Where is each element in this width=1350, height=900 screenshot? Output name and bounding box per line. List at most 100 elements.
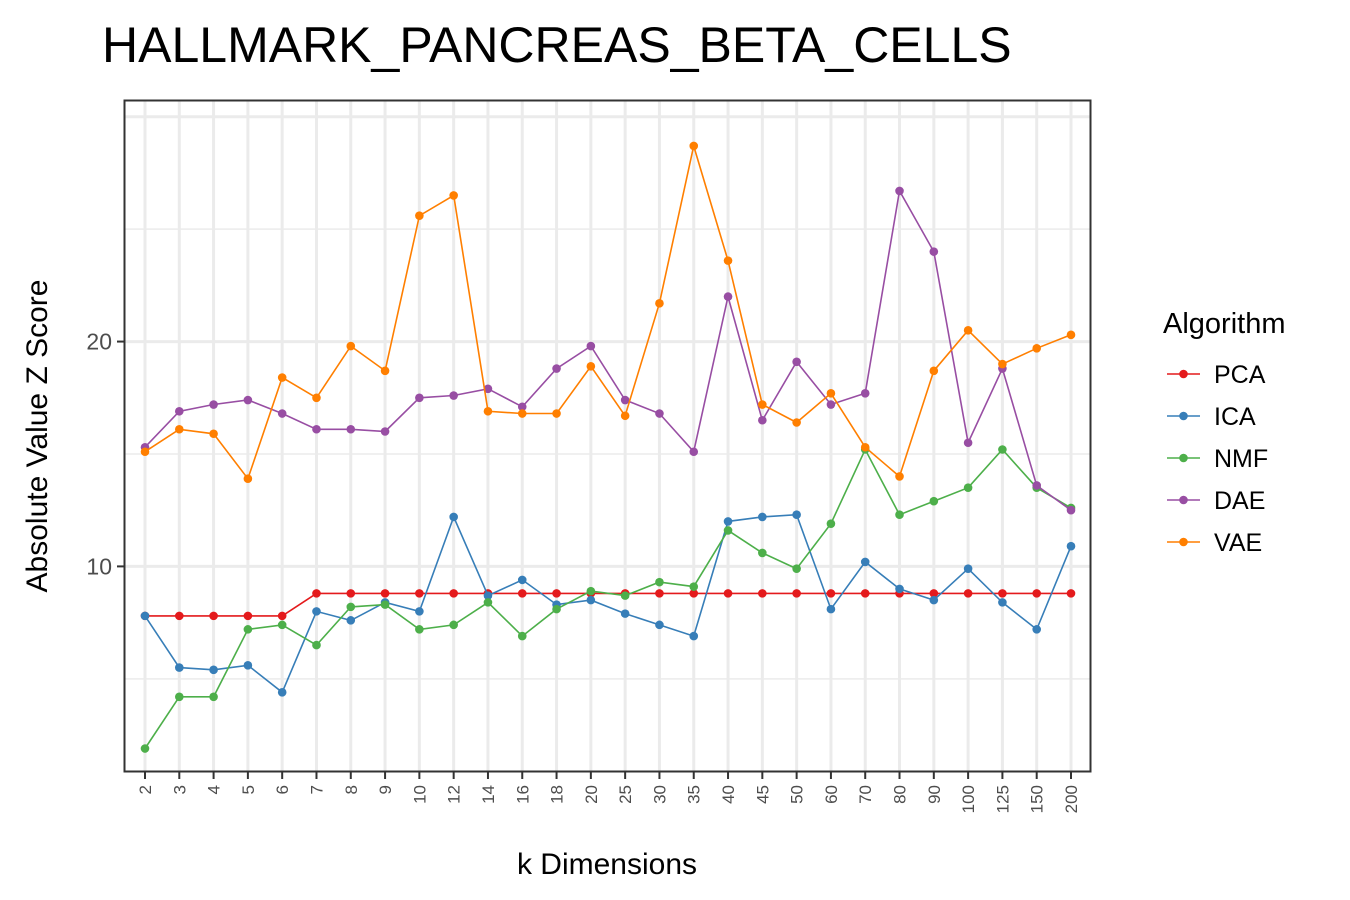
legend-label-ica: ICA xyxy=(1214,403,1256,431)
y-axis-title: Absolute Value Z Score xyxy=(21,280,54,593)
data-point-dae xyxy=(689,447,699,457)
y-tick-label: 20 xyxy=(86,329,112,355)
data-point-ica xyxy=(723,517,733,526)
grid-lines xyxy=(125,101,1090,771)
data-point-ica xyxy=(312,607,321,616)
data-point-dae xyxy=(860,388,870,398)
legend-key-point-dae xyxy=(1179,495,1188,505)
legend-title: Algorithm xyxy=(1163,308,1286,340)
data-point-pca xyxy=(998,589,1007,598)
data-point-nmf xyxy=(998,445,1007,454)
legend-item-vae: VAE xyxy=(1167,529,1262,557)
data-point-ica xyxy=(895,584,904,594)
x-tick-label: 20 xyxy=(582,785,601,804)
chart-title: HALLMARK_PANCREAS_BETA_CELLS xyxy=(102,17,1012,73)
legend-item-dae: DAE xyxy=(1167,487,1265,515)
series-line-dae xyxy=(144,188,1072,511)
data-point-dae xyxy=(723,292,733,301)
data-point-vae xyxy=(689,141,699,151)
data-point-ica xyxy=(826,604,836,614)
data-point-nmf xyxy=(929,496,939,506)
data-point-ica xyxy=(929,595,939,605)
data-point-dae xyxy=(895,186,904,196)
data-point-dae xyxy=(792,357,801,367)
data-point-vae xyxy=(483,406,493,416)
data-point-pca xyxy=(277,611,287,621)
data-point-pca xyxy=(243,611,253,621)
data-point-pca xyxy=(655,589,664,598)
x-tick-label: 8 xyxy=(342,785,361,794)
data-point-vae xyxy=(895,472,904,481)
legend-item-pca: PCA xyxy=(1167,361,1266,389)
data-point-nmf xyxy=(723,526,733,535)
data-point-nmf xyxy=(826,519,836,528)
data-point-vae xyxy=(209,429,218,439)
data-point-dae xyxy=(277,409,287,418)
data-point-vae xyxy=(1032,344,1042,353)
series-group xyxy=(140,141,1076,753)
legend-item-ica: ICA xyxy=(1167,403,1256,431)
legend-label-pca: PCA xyxy=(1214,361,1266,389)
data-point-dae xyxy=(655,409,664,418)
data-point-vae xyxy=(243,474,253,484)
data-point-pca xyxy=(174,611,184,621)
legend-key-point-pca xyxy=(1179,369,1188,379)
x-tick-label: 30 xyxy=(650,785,669,804)
x-tick-label: 90 xyxy=(925,785,944,804)
x-tick-label: 7 xyxy=(307,785,326,794)
data-point-dae xyxy=(449,391,458,400)
data-point-nmf xyxy=(483,598,493,607)
data-point-vae xyxy=(963,326,973,335)
data-point-pca xyxy=(1066,589,1076,598)
data-point-dae xyxy=(929,247,939,256)
x-tick-label: 60 xyxy=(822,785,841,804)
data-point-ica xyxy=(174,663,184,672)
x-tick-label: 150 xyxy=(1028,785,1047,813)
data-point-ica xyxy=(792,510,801,519)
y-tick-label: 10 xyxy=(86,553,112,579)
data-point-pca xyxy=(860,589,870,598)
x-tick-label: 14 xyxy=(479,785,498,804)
data-point-dae xyxy=(380,427,390,436)
data-point-vae xyxy=(415,211,424,220)
x-tick-label: 45 xyxy=(753,785,772,804)
data-point-dae xyxy=(243,395,253,405)
data-point-pca xyxy=(415,589,424,598)
data-point-nmf xyxy=(963,483,973,493)
data-point-nmf xyxy=(277,620,287,630)
data-point-vae xyxy=(312,393,321,403)
data-point-dae xyxy=(483,384,493,394)
data-point-ica xyxy=(860,557,870,567)
data-point-nmf xyxy=(209,692,218,702)
x-tick-label: 70 xyxy=(856,785,875,804)
data-point-pca xyxy=(758,589,767,598)
data-point-pca xyxy=(792,589,801,598)
data-point-pca xyxy=(689,589,699,598)
data-point-ica xyxy=(758,512,767,522)
data-point-pca xyxy=(723,589,733,598)
data-point-vae xyxy=(277,373,287,382)
data-point-dae xyxy=(1066,505,1076,515)
data-point-nmf xyxy=(140,744,150,753)
x-tick-label: 16 xyxy=(513,785,532,804)
data-point-ica xyxy=(209,665,218,675)
data-point-nmf xyxy=(620,591,630,600)
data-point-pca xyxy=(826,589,836,598)
series-vae xyxy=(140,141,1076,484)
data-point-vae xyxy=(380,366,390,376)
data-point-dae xyxy=(415,393,424,403)
data-point-dae xyxy=(620,395,630,405)
data-point-nmf xyxy=(552,604,561,614)
legend-key-point-ica xyxy=(1179,411,1188,421)
x-axis: 2 3 4 5 6 7 8 9 10 12 14 16 18 20 25 30 35 40 45 50 60 70 80 90… xyxy=(136,772,1081,813)
legend-label-vae: VAE xyxy=(1214,529,1262,557)
legend-key-point-nmf xyxy=(1179,453,1188,463)
data-point-vae xyxy=(620,411,630,421)
data-point-pca xyxy=(963,589,973,598)
data-point-ica xyxy=(277,688,287,697)
data-point-ica xyxy=(415,607,424,616)
data-point-dae xyxy=(552,364,561,373)
data-point-vae xyxy=(723,256,733,265)
data-point-vae xyxy=(860,442,870,452)
data-point-vae xyxy=(929,366,939,376)
